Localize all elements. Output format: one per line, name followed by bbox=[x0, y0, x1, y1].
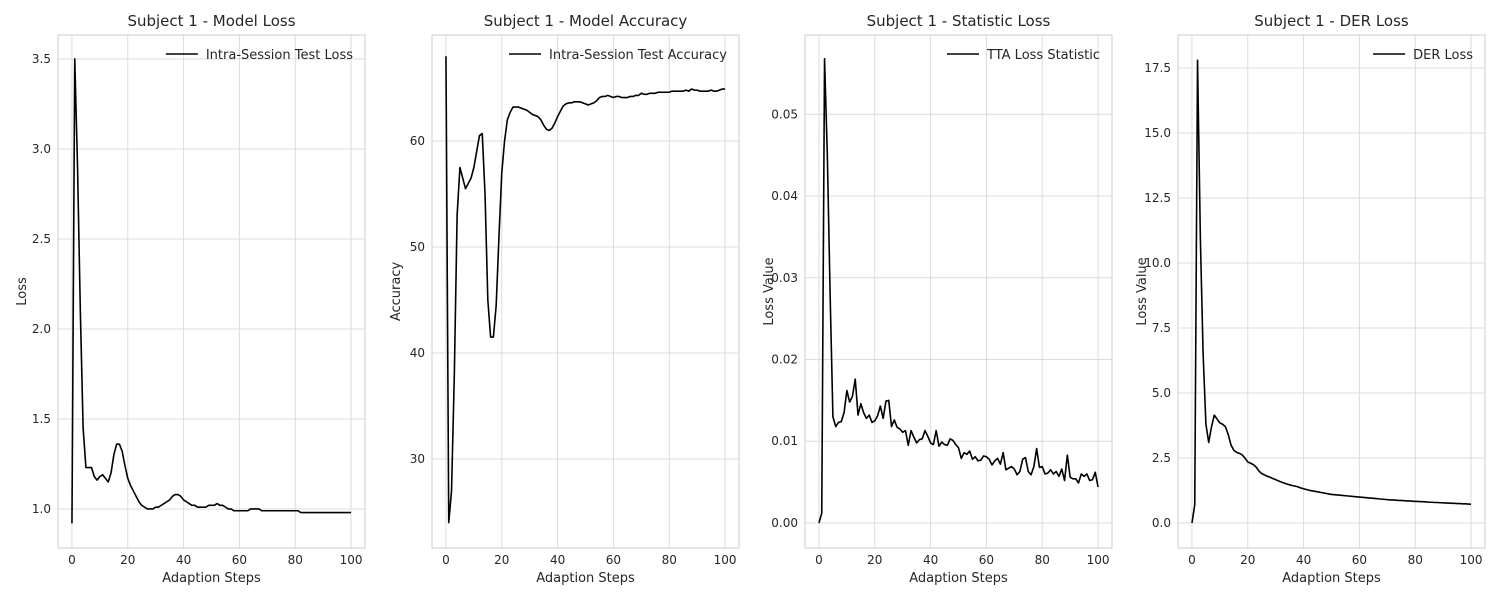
data-line bbox=[71, 58, 352, 524]
x-tick-label: 100 bbox=[1460, 553, 1483, 567]
y-tick-label: 17.5 bbox=[1144, 61, 1171, 75]
y-axis-label: Accuracy bbox=[389, 262, 404, 322]
y-tick-label: 0.05 bbox=[771, 107, 798, 121]
y-tick-label: 10.0 bbox=[1144, 256, 1171, 270]
y-tick-label: 0.00 bbox=[771, 516, 798, 530]
x-axis-label: Adaption Steps bbox=[1282, 571, 1381, 586]
x-tick-label: 40 bbox=[923, 553, 938, 567]
x-tick-label: 0 bbox=[815, 553, 823, 567]
subplot: 0 20 40 60 80 100 1.0 1.5 2.0 2.5 3.0 3.5 Subject 1 … bbox=[15, 12, 366, 586]
y-tick-label: 2.5 bbox=[1152, 451, 1171, 465]
y-tick-label: 30 bbox=[410, 452, 425, 466]
x-tick-label: 100 bbox=[714, 553, 737, 567]
x-tick-label: 60 bbox=[606, 553, 621, 567]
legend-label: Intra-Session Test Accuracy bbox=[549, 48, 727, 63]
y-tick-label: 5.0 bbox=[1152, 386, 1171, 400]
axes-frame bbox=[1177, 34, 1486, 549]
data-line bbox=[818, 57, 1099, 524]
chart-title: Subject 1 - Statistic Loss bbox=[867, 12, 1051, 30]
x-tick-label: 0 bbox=[442, 553, 450, 567]
data-line bbox=[1191, 59, 1472, 524]
y-tick-label: 7.5 bbox=[1152, 321, 1171, 335]
subplot: 0 20 40 60 80 100 0.00 0.01 0.02 0.03 0.04 0.05 Subj… bbox=[762, 12, 1113, 586]
x-tick-label: 80 bbox=[662, 553, 677, 567]
x-tick-label: 100 bbox=[1087, 553, 1110, 567]
axes-frame bbox=[431, 34, 740, 549]
y-tick-label: 0.01 bbox=[771, 434, 798, 448]
y-tick-label: 0.02 bbox=[771, 353, 798, 367]
x-axis-label: Adaption Steps bbox=[909, 571, 1008, 586]
x-tick-label: 100 bbox=[340, 553, 363, 567]
legend-label: Intra-Session Test Loss bbox=[206, 48, 353, 63]
x-tick-label: 80 bbox=[288, 553, 303, 567]
x-tick-label: 40 bbox=[176, 553, 191, 567]
y-tick-label: 0.03 bbox=[771, 271, 798, 285]
x-axis-label: Adaption Steps bbox=[162, 571, 261, 586]
x-tick-label: 20 bbox=[867, 553, 882, 567]
y-axis-label: Loss Value bbox=[762, 257, 777, 325]
y-tick-label: 50 bbox=[410, 240, 425, 254]
chart-title: Subject 1 - Model Accuracy bbox=[484, 12, 688, 30]
x-tick-label: 60 bbox=[232, 553, 247, 567]
plot-area bbox=[432, 35, 739, 548]
y-tick-label: 2.0 bbox=[32, 322, 51, 336]
y-tick-label: 1.0 bbox=[32, 502, 51, 516]
plot-area bbox=[805, 35, 1112, 548]
y-tick-label: 0.0 bbox=[1152, 516, 1171, 530]
plot-area bbox=[1178, 35, 1485, 548]
y-tick-label: 3.5 bbox=[32, 52, 51, 66]
x-tick-label: 40 bbox=[550, 553, 565, 567]
x-tick-label: 40 bbox=[1296, 553, 1311, 567]
legend-label: TTA Loss Statistic bbox=[986, 48, 1100, 63]
x-tick-label: 0 bbox=[68, 553, 76, 567]
x-tick-label: 80 bbox=[1408, 553, 1423, 567]
x-tick-label: 80 bbox=[1035, 553, 1050, 567]
axes-frame bbox=[57, 34, 366, 549]
y-tick-label: 40 bbox=[410, 346, 425, 360]
y-tick-label: 1.5 bbox=[32, 412, 51, 426]
y-tick-label: 2.5 bbox=[32, 232, 51, 246]
x-tick-label: 60 bbox=[1352, 553, 1367, 567]
y-axis-label: Loss bbox=[15, 277, 30, 306]
chart-title: Subject 1 - DER Loss bbox=[1254, 12, 1409, 30]
y-tick-label: 3.0 bbox=[32, 142, 51, 156]
x-tick-label: 20 bbox=[1240, 553, 1255, 567]
x-tick-label: 0 bbox=[1188, 553, 1196, 567]
x-tick-label: 20 bbox=[120, 553, 135, 567]
chart-title: Subject 1 - Model Loss bbox=[127, 12, 295, 30]
axes-frame bbox=[804, 34, 1113, 549]
subplot: 0 20 40 60 80 100 30 40 50 60 Subject 1 - Model Ac… bbox=[389, 12, 740, 586]
x-tick-label: 60 bbox=[979, 553, 994, 567]
y-tick-label: 15.0 bbox=[1144, 126, 1171, 140]
plot-area bbox=[58, 35, 365, 548]
y-axis-label: Loss Value bbox=[1135, 257, 1150, 325]
y-tick-label: 60 bbox=[410, 134, 425, 148]
y-tick-label: 12.5 bbox=[1144, 191, 1171, 205]
data-line bbox=[445, 56, 726, 524]
x-tick-label: 20 bbox=[494, 553, 509, 567]
subplot: 0 20 40 60 80 100 0.0 2.5 5.0 7.5 10.0 12.5 15.0 17.5… bbox=[1135, 12, 1486, 586]
y-tick-label: 0.04 bbox=[771, 189, 798, 203]
legend-label: DER Loss bbox=[1413, 48, 1473, 63]
x-axis-label: Adaption Steps bbox=[536, 571, 635, 586]
